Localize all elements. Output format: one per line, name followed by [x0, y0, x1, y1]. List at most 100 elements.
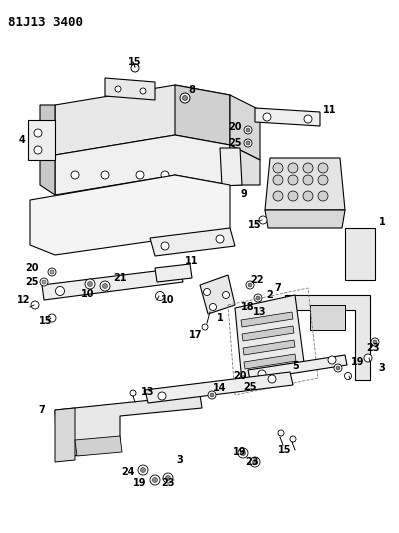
Circle shape: [85, 279, 95, 289]
Circle shape: [161, 242, 169, 250]
Circle shape: [48, 268, 56, 276]
Circle shape: [244, 126, 252, 134]
Circle shape: [264, 314, 272, 322]
Circle shape: [103, 284, 107, 288]
Circle shape: [248, 283, 252, 287]
Circle shape: [288, 175, 298, 185]
Text: 18: 18: [241, 302, 255, 312]
Text: 4: 4: [19, 135, 26, 145]
Circle shape: [150, 475, 160, 485]
Polygon shape: [55, 408, 75, 462]
Circle shape: [161, 171, 169, 179]
Circle shape: [131, 64, 139, 72]
Circle shape: [364, 354, 372, 362]
Text: 19: 19: [133, 478, 147, 488]
Text: 1: 1: [379, 217, 385, 227]
Circle shape: [239, 376, 247, 384]
Text: 21: 21: [113, 273, 127, 283]
Circle shape: [288, 163, 298, 173]
Polygon shape: [75, 436, 122, 456]
Polygon shape: [28, 120, 55, 160]
Circle shape: [273, 175, 283, 185]
Circle shape: [290, 436, 296, 442]
Circle shape: [303, 191, 313, 201]
Polygon shape: [248, 355, 347, 380]
Text: 12: 12: [17, 295, 31, 305]
Circle shape: [34, 129, 42, 137]
Text: 13: 13: [253, 307, 267, 317]
Circle shape: [258, 370, 266, 378]
Circle shape: [87, 281, 93, 287]
Polygon shape: [55, 85, 230, 155]
Text: 20: 20: [233, 371, 247, 381]
Polygon shape: [55, 395, 202, 458]
Polygon shape: [155, 264, 192, 282]
Polygon shape: [243, 340, 295, 355]
Polygon shape: [175, 85, 230, 145]
Circle shape: [100, 281, 110, 291]
Text: 11: 11: [185, 256, 199, 266]
Circle shape: [371, 338, 379, 346]
Circle shape: [253, 459, 257, 464]
Polygon shape: [30, 175, 230, 255]
Circle shape: [163, 473, 173, 483]
Circle shape: [136, 171, 144, 179]
Polygon shape: [265, 158, 345, 210]
Polygon shape: [345, 228, 375, 280]
Text: 25: 25: [243, 382, 257, 392]
Circle shape: [344, 373, 352, 379]
Circle shape: [303, 175, 313, 185]
Text: 81J13 3400: 81J13 3400: [8, 16, 83, 29]
Circle shape: [156, 292, 164, 301]
Circle shape: [202, 324, 208, 330]
Circle shape: [328, 356, 336, 364]
Polygon shape: [145, 372, 293, 403]
Text: 15: 15: [39, 316, 53, 326]
Circle shape: [318, 191, 328, 201]
Circle shape: [140, 88, 146, 94]
Polygon shape: [220, 148, 242, 186]
Polygon shape: [244, 354, 296, 369]
Text: 25: 25: [228, 138, 242, 148]
Polygon shape: [241, 312, 293, 327]
Circle shape: [115, 86, 121, 92]
Polygon shape: [235, 295, 305, 382]
Circle shape: [210, 393, 214, 397]
Circle shape: [273, 191, 283, 201]
Text: 13: 13: [141, 387, 155, 397]
Circle shape: [31, 301, 39, 309]
Text: 23: 23: [245, 457, 259, 467]
Circle shape: [303, 163, 313, 173]
Circle shape: [246, 128, 250, 132]
Polygon shape: [42, 268, 183, 300]
Circle shape: [182, 95, 188, 101]
Text: 17: 17: [189, 330, 203, 340]
Text: 23: 23: [161, 478, 175, 488]
Circle shape: [209, 303, 217, 311]
Circle shape: [334, 364, 342, 372]
Circle shape: [71, 171, 79, 179]
Text: 15: 15: [278, 445, 292, 455]
Polygon shape: [200, 275, 235, 314]
Text: 23: 23: [366, 343, 380, 353]
Circle shape: [238, 448, 248, 458]
Circle shape: [241, 378, 245, 382]
Polygon shape: [150, 228, 235, 256]
Text: 8: 8: [189, 85, 196, 95]
Polygon shape: [55, 135, 230, 195]
Text: 19: 19: [351, 357, 365, 367]
Text: 3: 3: [379, 363, 385, 373]
Text: 7: 7: [275, 283, 281, 293]
Circle shape: [223, 292, 229, 298]
Circle shape: [254, 294, 262, 302]
Text: 15: 15: [128, 57, 142, 67]
Text: 9: 9: [241, 189, 247, 199]
Circle shape: [288, 191, 298, 201]
Polygon shape: [255, 108, 320, 126]
Circle shape: [166, 475, 170, 481]
Text: 10: 10: [161, 295, 175, 305]
Circle shape: [158, 271, 166, 280]
Text: 20: 20: [228, 122, 242, 132]
Circle shape: [42, 280, 46, 284]
Circle shape: [246, 141, 250, 145]
